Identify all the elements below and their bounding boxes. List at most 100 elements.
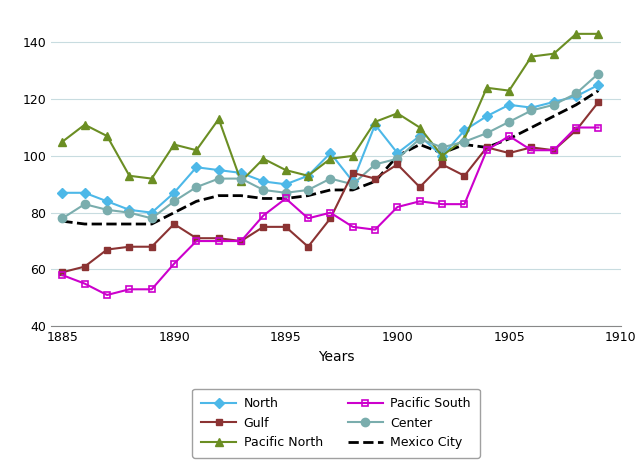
Center [260,187,268,193]
Gulf [349,170,356,176]
Mexico City [483,144,491,150]
Pacific South [282,196,289,201]
Center [349,181,356,187]
North [483,113,491,119]
Mexico City [394,153,401,159]
North [125,207,133,212]
Gulf [81,264,88,269]
Center [527,108,535,113]
North [237,170,245,176]
North [371,122,379,128]
Center [193,185,200,190]
Center [304,187,312,193]
Line: Pacific South: Pacific South [59,124,602,298]
Mexico City [550,113,557,119]
Pacific South [394,204,401,210]
Center [572,91,580,96]
Pacific South [237,238,245,244]
Pacific North [416,125,424,130]
Gulf [125,244,133,249]
Pacific South [349,224,356,230]
Pacific North [349,153,356,159]
Center [215,176,223,181]
North [304,173,312,178]
Pacific South [572,125,580,130]
Pacific North [125,173,133,178]
Mexico City [58,219,66,224]
Pacific South [170,261,178,267]
North [595,82,602,88]
Mexico City [148,221,156,227]
Pacific South [193,238,200,244]
Pacific South [595,125,602,130]
Center [371,162,379,167]
North [326,150,334,156]
Pacific South [260,212,268,218]
Mexico City [260,196,268,201]
Line: Gulf: Gulf [59,98,602,276]
Gulf [572,128,580,133]
Center [438,144,446,150]
North [103,199,111,204]
Gulf [193,235,200,241]
Pacific North [170,142,178,147]
North [349,178,356,184]
North [193,164,200,170]
Mexico City [527,125,535,130]
Gulf [282,224,289,230]
North [505,102,513,108]
North [572,94,580,99]
Center [237,176,245,181]
Center [595,71,602,76]
Pacific South [505,133,513,139]
Pacific North [58,139,66,144]
Line: Pacific North: Pacific North [58,30,603,185]
Pacific North [304,173,312,178]
X-axis label: Years: Years [317,350,355,363]
Mexico City [371,178,379,184]
Pacific North [215,116,223,122]
Pacific South [438,201,446,207]
Pacific South [550,147,557,153]
Pacific South [527,147,535,153]
Pacific North [103,133,111,139]
Center [505,119,513,124]
Pacific North [81,122,88,128]
Mexico City [125,221,133,227]
North [461,128,468,133]
Pacific South [125,287,133,292]
North [58,190,66,196]
North [170,190,178,196]
Gulf [58,269,66,275]
Center [394,156,401,162]
Pacific North [438,153,446,159]
Mexico City [103,221,111,227]
Mexico City [326,187,334,193]
Gulf [260,224,268,230]
Pacific North [193,147,200,153]
Gulf [170,221,178,227]
Pacific North [394,110,401,116]
North [282,181,289,187]
Mexico City [282,196,289,201]
Mexico City [237,193,245,199]
Mexico City [304,193,312,199]
Center [461,139,468,144]
Gulf [505,150,513,156]
Gulf [215,235,223,241]
Line: Center: Center [58,69,603,222]
Center [170,199,178,204]
Mexico City [349,187,356,193]
North [81,190,88,196]
North [527,105,535,110]
Center [416,136,424,142]
Center [58,216,66,221]
Mexico City [505,136,513,142]
Mexico City [461,142,468,147]
Line: Mexico City: Mexico City [62,90,598,224]
Pacific North [282,167,289,173]
Gulf [103,247,111,253]
Pacific North [371,119,379,124]
Gulf [371,176,379,181]
Mexico City [81,221,88,227]
